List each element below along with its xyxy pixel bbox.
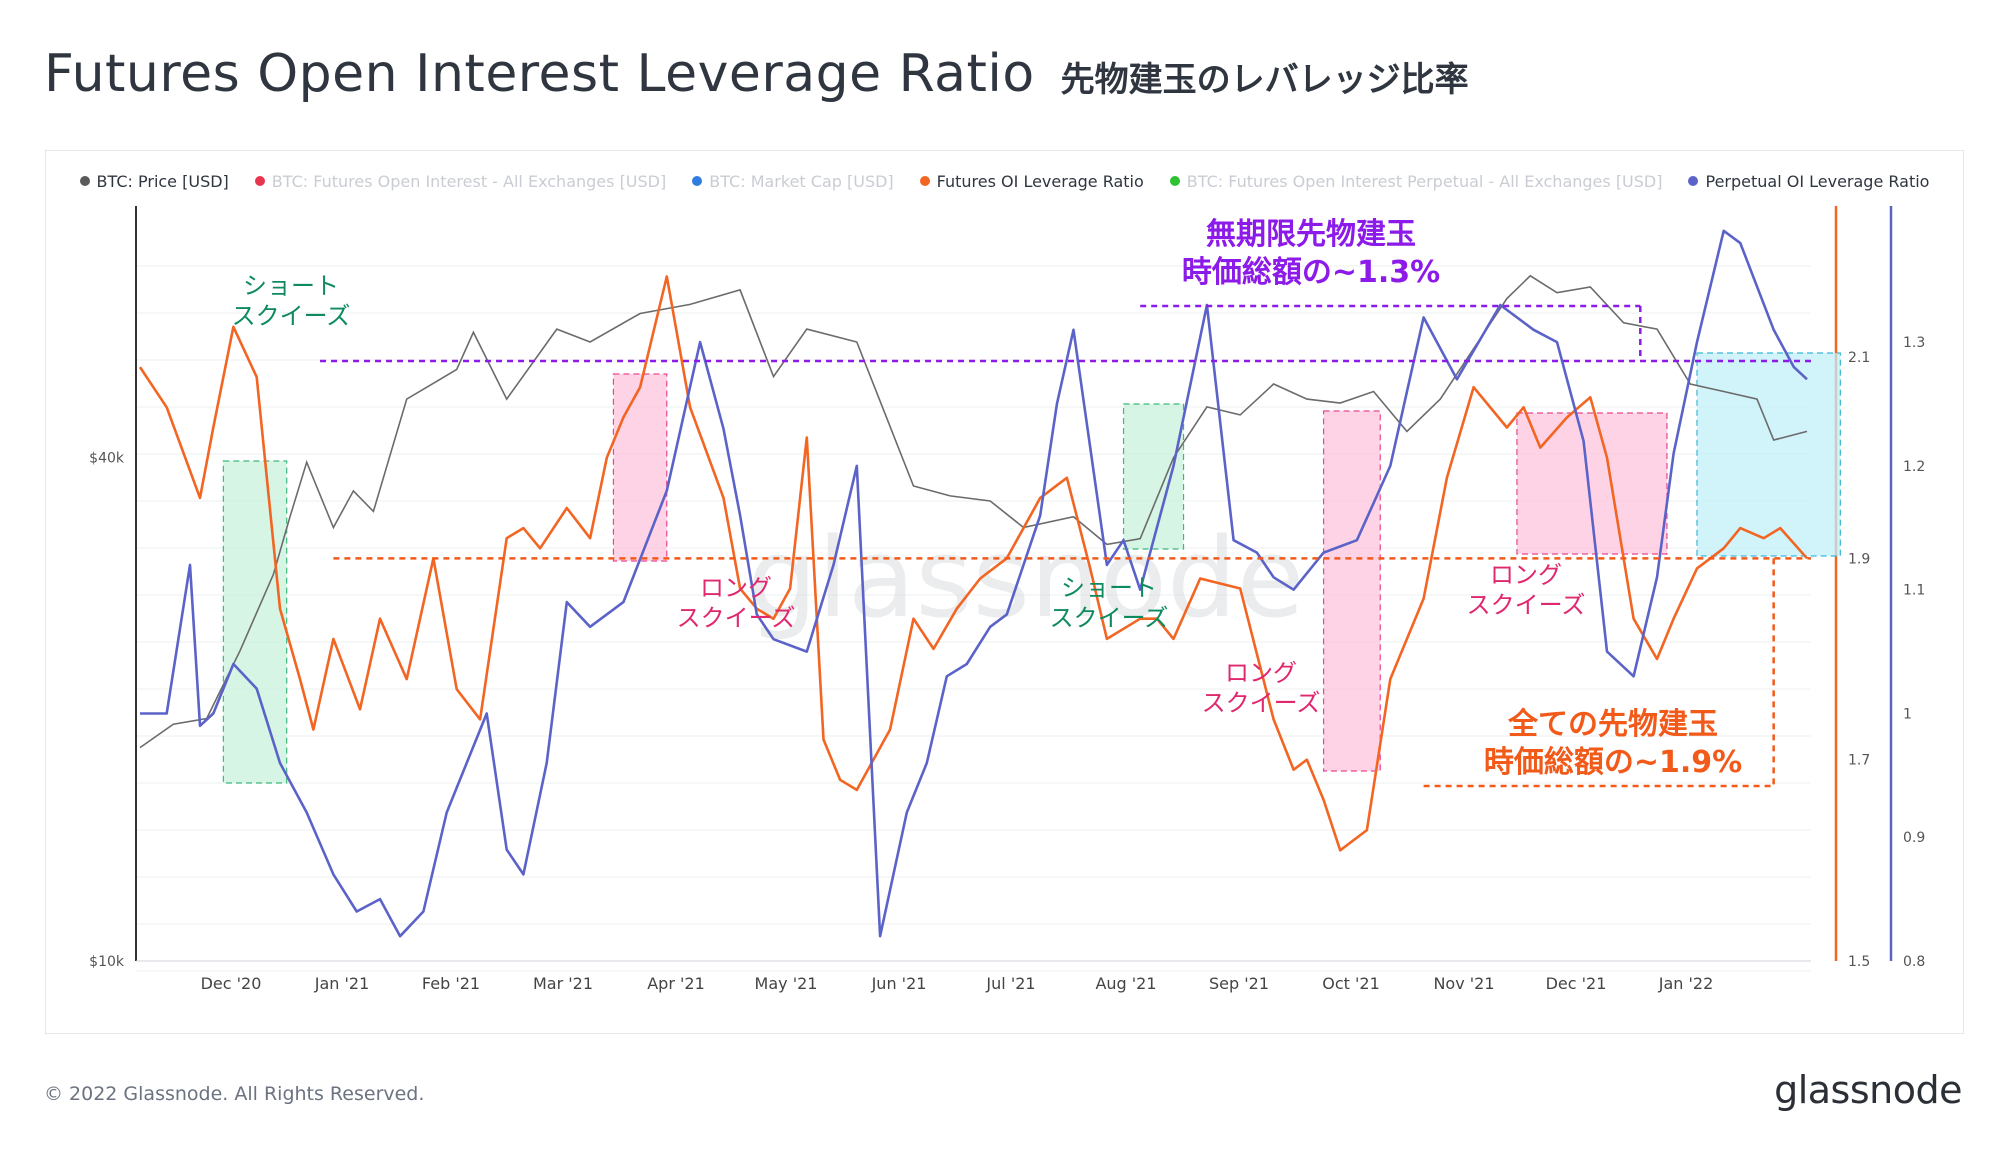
long-squeeze-box bbox=[612, 373, 668, 562]
long-squeeze-label-line: ロング bbox=[1225, 659, 1297, 687]
legend-dot-icon bbox=[79, 176, 90, 186]
price-tick-label: $10k bbox=[89, 954, 125, 970]
long-squeeze-label-line: ロング bbox=[1490, 561, 1562, 589]
legend-label: Futures OI Leverage Ratio bbox=[936, 171, 1144, 191]
legend-label: BTC: Futures Open Interest Perpetual - A… bbox=[1186, 171, 1663, 191]
chart-canvas: $10k $40k 1.5 1.7 1.9 2.1 0.8 0.9 1 1.1 1.2 1.3 Dec … bbox=[89, 206, 1925, 993]
chart-legend: BTC: Price [USD] BTC: Futures Open Intere… bbox=[46, 151, 1963, 211]
x-tick-label: Sep '21 bbox=[1209, 974, 1269, 993]
price-tick-label: $40k bbox=[89, 451, 125, 467]
x-tick-label: Jan '21 bbox=[314, 974, 370, 993]
page-title: Futures Open Interest Leverage Ratio bbox=[44, 44, 1035, 104]
futures-tick-label: 2.1 bbox=[1848, 350, 1870, 366]
perp-tick-label: 0.8 bbox=[1903, 954, 1925, 970]
x-tick-label: Jan '22 bbox=[1658, 974, 1714, 993]
x-tick-label: May '21 bbox=[755, 974, 818, 993]
perp-note-line: 時価総額の~1.3% bbox=[1182, 255, 1440, 290]
legend-label: BTC: Price [USD] bbox=[96, 171, 229, 191]
perp-highlight-box bbox=[1696, 352, 1841, 557]
short-squeeze-label-line: ショート bbox=[243, 272, 339, 300]
perp-tick-label: 0.9 bbox=[1903, 830, 1925, 846]
perp-tick-label: 1.2 bbox=[1903, 459, 1925, 475]
title-row: Futures Open Interest Leverage Ratio 先物建… bbox=[44, 44, 1469, 104]
x-tick-label: Mar '21 bbox=[533, 974, 593, 993]
x-tick-label: Feb '21 bbox=[422, 974, 480, 993]
short-squeeze-box bbox=[222, 460, 288, 784]
futures-note-line: 全ての先物建玉 bbox=[1507, 707, 1718, 742]
legend-item[interactable]: Perpetual OI Leverage Ratio bbox=[1688, 172, 1929, 191]
perp-tick-label: 1.3 bbox=[1903, 335, 1925, 351]
x-tick-label: Jul '21 bbox=[985, 974, 1035, 993]
price-series-line bbox=[139, 274, 1808, 749]
legend-dot-icon bbox=[1169, 176, 1180, 186]
legend-item[interactable]: BTC: Market Cap [USD] bbox=[692, 171, 894, 191]
x-tick-label: Aug '21 bbox=[1095, 974, 1156, 993]
legend-item[interactable]: BTC: Futures Open Interest Perpetual - A… bbox=[1169, 171, 1663, 191]
gridlines bbox=[136, 265, 1811, 972]
perp-tick-label: 1 bbox=[1903, 706, 1912, 722]
legend-label: BTC: Futures Open Interest - All Exchang… bbox=[271, 171, 667, 191]
x-tick-label: Nov '21 bbox=[1433, 974, 1494, 993]
long-squeeze-label-line: スクイーズ bbox=[1202, 689, 1321, 717]
long-squeeze-label-line: スクイーズ bbox=[1467, 591, 1586, 619]
legend-item[interactable]: BTC: Futures Open Interest - All Exchang… bbox=[254, 171, 667, 191]
legend-dot-icon bbox=[919, 176, 930, 186]
short-squeeze-label-line: ショート bbox=[1061, 574, 1157, 602]
legend-dot-icon bbox=[1688, 176, 1699, 186]
long-squeeze-label-line: スクイーズ bbox=[677, 604, 796, 632]
legend-item[interactable]: BTC: Price [USD] bbox=[79, 171, 229, 191]
page-subtitle: 先物建玉のレバレッジ比率 bbox=[1060, 60, 1469, 100]
x-tick-label: Dec '20 bbox=[201, 974, 262, 993]
glassnode-logo: glassnode bbox=[1774, 1068, 1962, 1112]
futures-leverage-series-line bbox=[138, 275, 1808, 852]
watermark: glassnode bbox=[748, 514, 1305, 642]
perp-tick-label: 1.1 bbox=[1903, 583, 1925, 599]
futures-note-line: 時価総額の~1.9% bbox=[1484, 745, 1742, 780]
x-tick-label: Jun '21 bbox=[871, 974, 927, 993]
long-squeeze-label-line: ロング bbox=[700, 574, 772, 602]
short-squeeze-label-line: スクイーズ bbox=[232, 302, 351, 330]
copyright: © 2022 Glassnode. All Rights Reserved. bbox=[44, 1083, 425, 1105]
futures-tick-label: 1.7 bbox=[1848, 753, 1870, 769]
perp-note-line: 無期限先物建玉 bbox=[1206, 217, 1416, 252]
futures-tick-label: 1.5 bbox=[1848, 954, 1870, 970]
long-squeeze-box bbox=[1322, 410, 1381, 772]
legend-dot-icon bbox=[692, 176, 703, 186]
legend-label: BTC: Market Cap [USD] bbox=[709, 171, 894, 191]
x-tick-label: Oct '21 bbox=[1322, 974, 1380, 993]
long-squeeze-box bbox=[1516, 412, 1668, 555]
chart-panel: BTC: Price [USD] BTC: Futures Open Intere… bbox=[45, 150, 1964, 1034]
legend-item[interactable]: Futures OI Leverage Ratio bbox=[919, 171, 1144, 191]
short-squeeze-box bbox=[1122, 403, 1185, 550]
legend-dot-icon bbox=[254, 176, 265, 186]
x-tick-label: Dec '21 bbox=[1546, 974, 1607, 993]
legend-label: Perpetual OI Leverage Ratio bbox=[1705, 171, 1930, 191]
perp-leverage-series-line bbox=[140, 229, 1808, 938]
short-squeeze-label-line: スクイーズ bbox=[1050, 604, 1169, 632]
x-tick-label: Apr '21 bbox=[647, 974, 705, 993]
futures-tick-label: 1.9 bbox=[1848, 551, 1870, 567]
